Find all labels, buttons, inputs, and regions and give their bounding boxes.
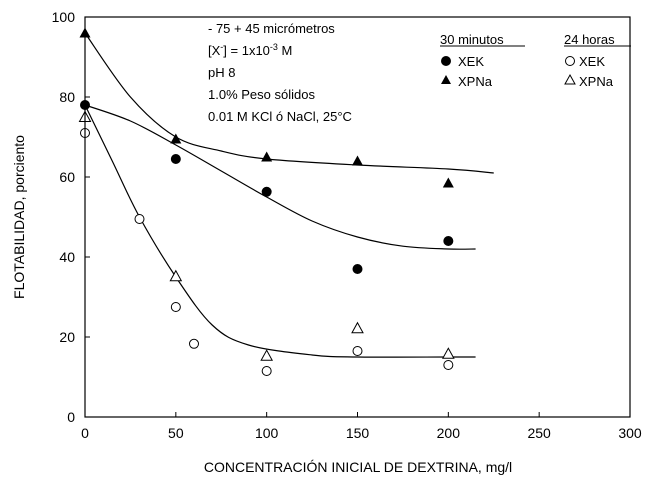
legend-xek-30min-marker (441, 56, 451, 66)
xpna-24h-point (351, 321, 364, 334)
condition-solids: 1.0% Peso sólidos (208, 87, 315, 102)
data-markers (78, 27, 455, 376)
xek-30min-point (352, 264, 363, 274)
xek-30min-point (170, 154, 181, 164)
legend-xpna-24h-marker (564, 73, 576, 85)
x-tick-label: 0 (81, 425, 89, 441)
xek-24h-point (134, 214, 145, 224)
y-tick-label: 40 (59, 249, 75, 265)
trend-line (84, 32, 494, 174)
legend: 30 minutos 24 horas XEK XPNa XEK XPNa (440, 32, 631, 89)
legend-group-30-minutos-title: 30 minutos (440, 32, 504, 47)
x-tick-label: 250 (527, 425, 551, 441)
xek-24h-point (261, 366, 272, 376)
legend-group-24-horas-title: 24 horas (564, 32, 615, 47)
condition-concentration: [X-] = 1x10-3 M (208, 42, 292, 58)
x-axis-label: CONCENTRACIÓN INICIAL DE DEXTRINA, mg/l (204, 459, 512, 475)
legend-xpna-24h-label: XPNa (579, 74, 614, 89)
legend-xpna-30min-marker (441, 75, 451, 84)
xpna-30min-point (442, 177, 454, 188)
y-tick-label: 80 (59, 89, 75, 105)
y-tick-label: 20 (59, 329, 75, 345)
xek-24h-point (189, 338, 199, 349)
x-tick-label: 150 (346, 425, 370, 441)
xpna-24h-point (441, 347, 455, 359)
xpna-30min-point (352, 155, 363, 166)
xek-24h-point (352, 346, 363, 356)
condition-ph: pH 8 (208, 65, 235, 80)
xpna-30min-point (261, 151, 273, 162)
xek-30min-point (261, 186, 272, 197)
xpna-24h-point (169, 269, 183, 282)
y-tick-label: 0 (67, 409, 75, 425)
legend-xek-30min-label: XEK (458, 54, 484, 69)
x-tick-label: 200 (437, 425, 461, 441)
axis-ticks: 0 50 100 150 200 250 300 0 20 40 60 80 100 (52, 9, 642, 441)
xpna-24h-point (260, 349, 274, 361)
condition-salt: 0.01 M KCl ó NaCl, 25°C (208, 109, 352, 124)
legend-xek-24h-marker (565, 56, 575, 66)
trend-line (84, 104, 476, 250)
condition-particle-size: - 75 + 45 micrómetros (208, 21, 335, 36)
x-tick-label: 300 (618, 425, 642, 441)
trend-lines (84, 32, 494, 358)
legend-xpna-30min-label: XPNa (458, 74, 493, 89)
xek-24h-point (170, 302, 181, 312)
y-tick-label: 60 (59, 169, 75, 185)
xek-30min-point (443, 236, 454, 246)
xek-24h-point (443, 360, 454, 370)
x-tick-label: 100 (255, 425, 279, 441)
xpna-30min-point (170, 133, 182, 144)
experimental-conditions: - 75 + 45 micrómetros [X-] = 1x10-3 M pH… (208, 21, 352, 124)
x-tick-label: 50 (168, 425, 184, 441)
legend-xek-24h-label: XEK (579, 54, 605, 69)
trend-line (84, 104, 476, 358)
y-axis-label: FLOTABILIDAD, porciento (11, 135, 27, 299)
y-tick-label: 100 (52, 9, 76, 25)
